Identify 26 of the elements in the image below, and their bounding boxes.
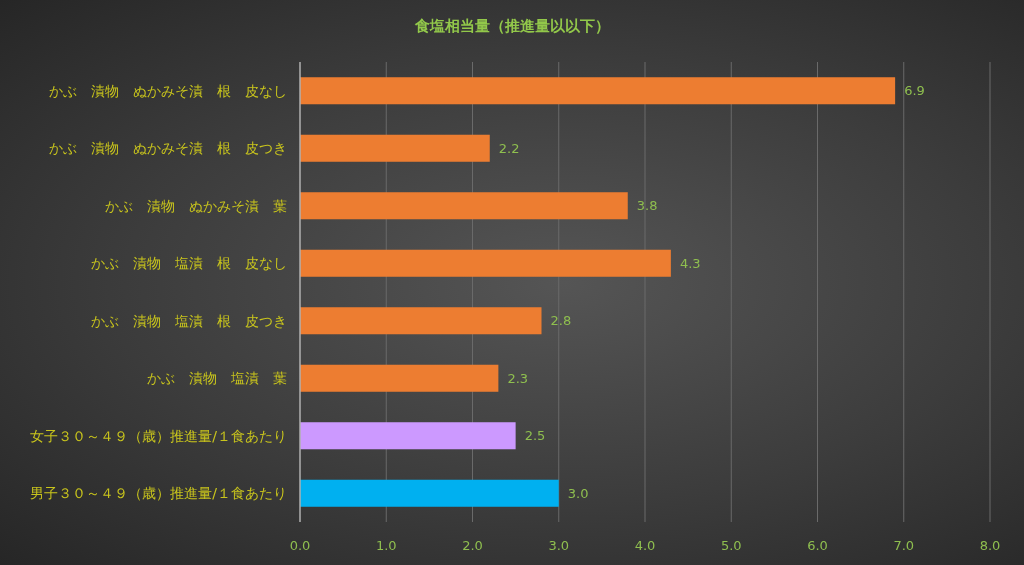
data-label: 6.9 — [904, 83, 925, 99]
x-tick-label: 3.0 — [548, 538, 570, 553]
x-tick-label: 0.0 — [289, 538, 311, 553]
chart-title: 食塩相当量（推進量以以下） — [413, 17, 610, 35]
data-label: 3.0 — [567, 485, 589, 501]
x-tick-label: 6.0 — [807, 538, 828, 553]
y-tick-label: 男子３０～４９（歳）推進量/１食あたり — [30, 485, 287, 502]
x-tick-label: 2.0 — [462, 538, 483, 553]
y-tick-label: 女子３０～４９（歳）推進量/１食あたり — [30, 427, 287, 444]
x-tick-label: 4.0 — [634, 538, 656, 553]
x-tick-label: 5.0 — [720, 538, 742, 553]
data-label: 2.2 — [498, 140, 520, 156]
data-label: 2.8 — [550, 313, 572, 329]
data-label: 4.3 — [679, 255, 701, 271]
y-tick-label: かぶ 漬物 ぬかみそ漬 葉 — [105, 197, 287, 214]
y-tick-label: かぶ 漬物 塩漬 根 皮なし — [91, 255, 287, 272]
x-tick-label: 1.0 — [375, 538, 397, 553]
y-tick-label: かぶ 漬物 塩漬 葉 — [147, 370, 287, 387]
x-tick-label: 8.0 — [979, 538, 1001, 553]
data-label: 2.3 — [507, 370, 529, 386]
x-tick-label: 7.0 — [893, 538, 915, 553]
y-tick-label: かぶ 漬物 ぬかみそ漬 根 皮つき — [49, 140, 287, 157]
y-tick-label: かぶ 漬物 ぬかみそ漬 根 皮なし — [49, 82, 287, 99]
data-label: 2.5 — [524, 428, 546, 444]
y-tick-label: かぶ 漬物 塩漬 根 皮つき — [91, 312, 287, 329]
data-label: 3.8 — [636, 198, 658, 214]
